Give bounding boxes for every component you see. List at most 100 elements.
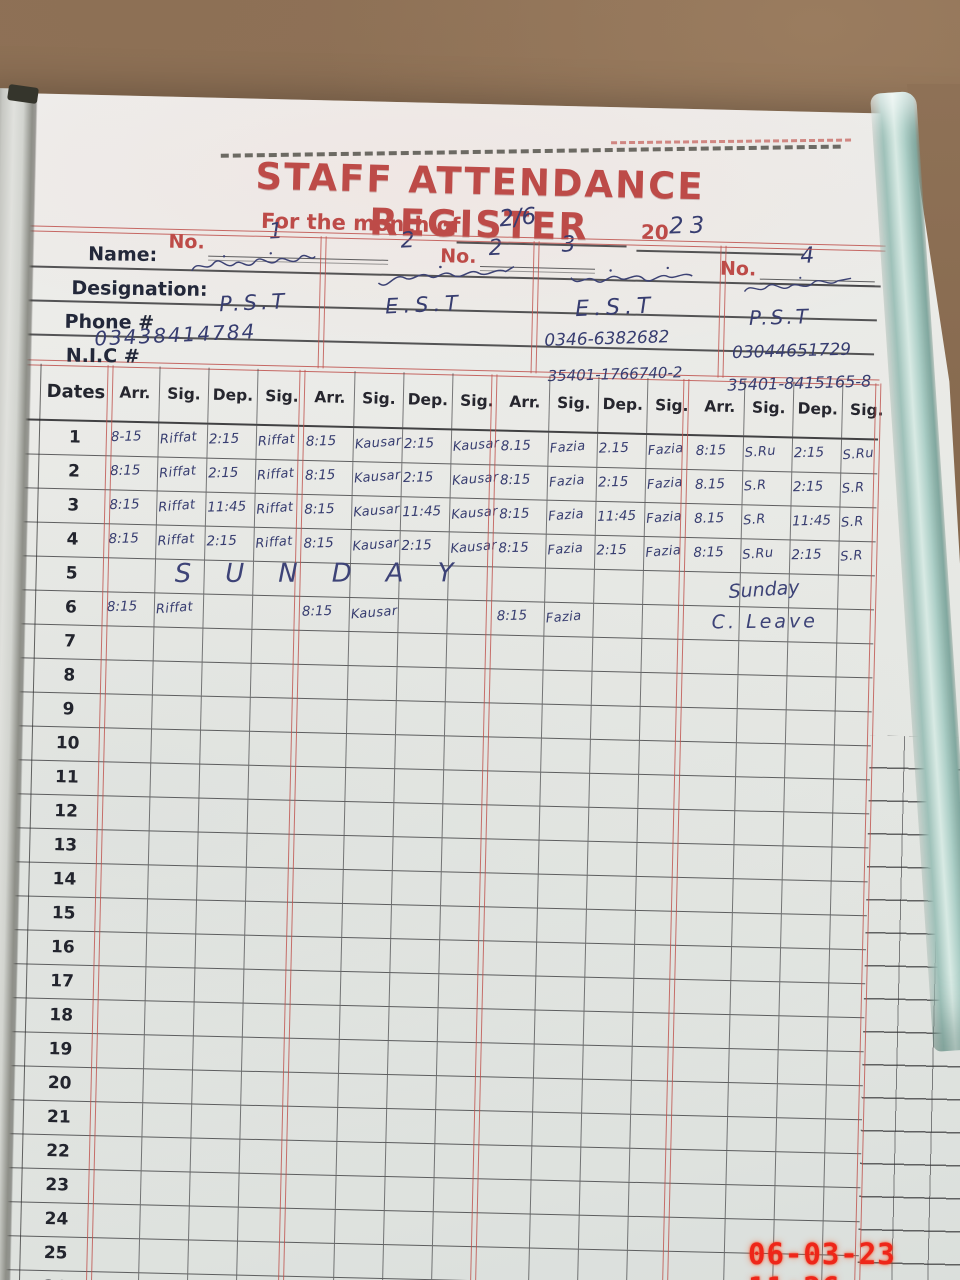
time-entry: 2:15 <box>206 532 238 550</box>
date-cell: 22 <box>45 1141 71 1162</box>
attendance-cell <box>593 603 644 638</box>
time-entry: 11:45 <box>402 503 442 521</box>
attendance-cell <box>480 1247 530 1280</box>
attendance-cell <box>837 610 886 644</box>
attendance-cell <box>733 845 784 880</box>
signature-entry: S.Ru <box>744 443 777 461</box>
attendance-cell <box>295 800 346 835</box>
date-cell: 13 <box>53 835 78 856</box>
attendance-cell <box>196 900 247 935</box>
signature-entry: Fazia <box>548 472 586 491</box>
attendance-cell: 8:15 <box>497 499 548 534</box>
attendance-cell <box>198 798 249 833</box>
attendance-cell <box>487 941 538 976</box>
attendance-cell <box>838 576 887 610</box>
time-entry: 8:15 <box>499 471 531 489</box>
time-entry: 2.15 <box>598 439 630 457</box>
register-page: STAFF ATTENDANCE REGISTER For the month … <box>0 92 960 1280</box>
column-header: Sig. <box>744 380 795 437</box>
serial-value-2: 2 3 <box>488 230 603 262</box>
column-header: Arr. <box>305 369 356 427</box>
column-header: Dep. <box>598 376 649 434</box>
date-cell: 16 <box>50 937 75 958</box>
attendance-cell <box>682 945 733 981</box>
attendance-cell <box>187 1274 238 1280</box>
attendance-cell <box>541 704 592 739</box>
attendance-cell <box>334 1243 384 1279</box>
attendance-cell <box>545 568 595 603</box>
attendance-cell <box>776 1118 827 1153</box>
attendance-cell: 8:15 <box>302 494 353 530</box>
attendance-cell <box>397 633 448 668</box>
signature-entry: S.Ru <box>741 545 775 563</box>
attendance-cell <box>285 1242 335 1277</box>
date-cell: 1 <box>68 427 82 448</box>
attendance-cell <box>482 1145 533 1180</box>
attendance-cell <box>732 913 782 948</box>
attendance-cell <box>677 1149 728 1185</box>
attendance-cell: 11:45 <box>595 501 646 536</box>
attendance-cell: 11:45 <box>790 506 841 541</box>
attendance-cell <box>685 810 736 845</box>
attendance-cell <box>189 1172 240 1207</box>
attendance-cell <box>144 1001 195 1036</box>
attendance-cell <box>348 632 399 667</box>
attendance-cell: S.R <box>840 508 889 542</box>
signature-entry: S.R <box>841 479 866 497</box>
attendance-cell <box>492 703 543 738</box>
attendance-cell <box>99 830 150 865</box>
attendance-cell <box>92 1136 143 1171</box>
attendance-cell <box>141 1137 192 1172</box>
attendance-cell <box>200 730 251 765</box>
time-entry: 11:45 <box>791 512 832 530</box>
attendance-cell: 8.15 <box>692 504 743 539</box>
attendance-cell: 8:15 <box>107 524 157 559</box>
date-cell: 20 <box>47 1073 72 1094</box>
time-entry: 8.15 <box>693 510 725 527</box>
attendance-cell <box>536 942 587 977</box>
attendance-cell <box>689 640 740 675</box>
attendance-cell <box>152 695 202 730</box>
attendance-cell <box>390 939 441 974</box>
attendance-cell <box>192 1070 242 1105</box>
column-header: Arr. <box>695 379 746 436</box>
staff3-name-signature <box>565 264 696 294</box>
attendance-cell <box>590 705 641 740</box>
attendance-cell <box>103 660 154 695</box>
column-header: Arr. <box>500 374 551 431</box>
attendance-cell <box>293 902 343 937</box>
attendance-cell <box>836 678 885 712</box>
time-entry: 8:15 <box>301 602 333 620</box>
attendance-cell: 8:15 <box>496 533 547 568</box>
date-cell: 8 <box>63 665 76 686</box>
attendance-cell <box>683 911 733 947</box>
attendance-cell <box>195 934 246 969</box>
attendance-cell <box>188 1240 238 1275</box>
attendance-cell <box>396 667 447 702</box>
attendance-cell <box>484 1043 535 1078</box>
attendance-cell <box>480 1213 531 1248</box>
attendance-cell <box>592 637 643 672</box>
date-cell: 25 <box>43 1243 68 1264</box>
time-entry: 8:15 <box>109 496 140 514</box>
red-dashed-edge <box>611 138 852 145</box>
date-cell: 14 <box>52 869 77 890</box>
signature-entry: S.R <box>743 477 768 495</box>
attendance-cell <box>540 772 591 807</box>
signature-entry: Kausar <box>354 433 403 453</box>
attendance-cell <box>779 982 830 1017</box>
signature-entry: Riffat <box>155 599 194 618</box>
time-entry: 2:15 <box>401 537 432 555</box>
attendance-cell <box>383 1211 434 1246</box>
date-cell: 15 <box>51 903 76 924</box>
attendance-cell <box>531 1146 582 1181</box>
name-label: Name: <box>88 243 158 267</box>
attendance-cell <box>775 1152 826 1187</box>
attendance-cell: 8:15 <box>694 436 745 471</box>
attendance-cell: S.Ru <box>740 539 791 574</box>
time-entry: 8:15 <box>108 530 140 548</box>
attendance-cell <box>594 569 644 604</box>
attendance-cell <box>533 1078 583 1113</box>
staff4-designation: P.S.T <box>748 304 812 330</box>
date-cell: 26 <box>19 1270 90 1280</box>
